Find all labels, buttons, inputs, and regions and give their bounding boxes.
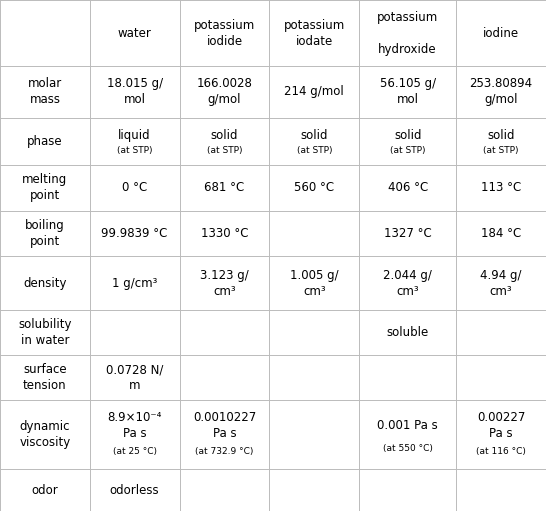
Text: 184 °C: 184 °C: [481, 227, 521, 240]
Text: solubility
in water: solubility in water: [18, 318, 72, 347]
Text: (at STP): (at STP): [296, 146, 332, 155]
Text: (at STP): (at STP): [483, 146, 519, 155]
Text: iodine: iodine: [483, 27, 519, 39]
Text: (at 116 °C): (at 116 °C): [476, 447, 526, 456]
Text: 2.044 g/
cm³: 2.044 g/ cm³: [383, 269, 432, 297]
Text: solid: solid: [394, 129, 422, 142]
Text: 0.0010227: 0.0010227: [193, 411, 256, 424]
Text: odorless: odorless: [110, 483, 159, 497]
Text: 681 °C: 681 °C: [204, 181, 245, 195]
Text: potassium
iodide: potassium iodide: [194, 18, 255, 48]
Text: 99.9839 °C: 99.9839 °C: [102, 227, 168, 240]
Text: density: density: [23, 276, 67, 290]
Text: 113 °C: 113 °C: [481, 181, 521, 195]
Text: 0.0728 N/
m: 0.0728 N/ m: [106, 363, 163, 392]
Text: 1327 °C: 1327 °C: [384, 227, 431, 240]
Text: 56.105 g/
mol: 56.105 g/ mol: [379, 78, 436, 106]
Text: melting
point: melting point: [22, 173, 68, 202]
Text: 253.80894
g/mol: 253.80894 g/mol: [470, 78, 533, 106]
Text: 166.0028
g/mol: 166.0028 g/mol: [197, 78, 252, 106]
Text: Pa s: Pa s: [123, 427, 146, 439]
Text: odor: odor: [32, 483, 58, 497]
Text: (at STP): (at STP): [207, 146, 242, 155]
Text: solid: solid: [300, 129, 328, 142]
Text: molar
mass: molar mass: [28, 78, 62, 106]
Text: 4.94 g/
cm³: 4.94 g/ cm³: [480, 269, 522, 297]
Text: water: water: [118, 27, 152, 39]
Text: 18.015 g/
mol: 18.015 g/ mol: [106, 78, 163, 106]
Text: (at 25 °C): (at 25 °C): [112, 447, 157, 456]
Text: 0.00227: 0.00227: [477, 411, 525, 424]
Text: liquid: liquid: [118, 129, 151, 142]
Text: 0 °C: 0 °C: [122, 181, 147, 195]
Text: 0.001 Pa s: 0.001 Pa s: [377, 419, 438, 432]
Text: 1 g/cm³: 1 g/cm³: [112, 276, 157, 290]
Text: (at STP): (at STP): [117, 146, 152, 155]
Text: phase: phase: [27, 135, 63, 148]
Text: soluble: soluble: [387, 327, 429, 339]
Text: 1330 °C: 1330 °C: [201, 227, 248, 240]
Text: potassium
iodate: potassium iodate: [283, 18, 345, 48]
Text: potassium

hydroxide: potassium hydroxide: [377, 11, 438, 56]
Text: (at 550 °C): (at 550 °C): [383, 444, 432, 453]
Text: dynamic
viscosity: dynamic viscosity: [19, 420, 70, 449]
Text: solid: solid: [211, 129, 238, 142]
Text: (at 732.9 °C): (at 732.9 °C): [195, 447, 254, 456]
Text: (at STP): (at STP): [390, 146, 425, 155]
Text: Pa s: Pa s: [489, 427, 513, 439]
Text: surface
tension: surface tension: [23, 363, 67, 392]
Text: 1.005 g/
cm³: 1.005 g/ cm³: [290, 269, 339, 297]
Text: 3.123 g/
cm³: 3.123 g/ cm³: [200, 269, 249, 297]
Text: Pa s: Pa s: [212, 427, 236, 439]
Text: boiling
point: boiling point: [25, 219, 65, 248]
Text: 214 g/mol: 214 g/mol: [284, 85, 344, 99]
Text: 406 °C: 406 °C: [388, 181, 428, 195]
Text: solid: solid: [488, 129, 515, 142]
Text: 560 °C: 560 °C: [294, 181, 334, 195]
Text: 8.9×10⁻⁴: 8.9×10⁻⁴: [108, 411, 162, 424]
